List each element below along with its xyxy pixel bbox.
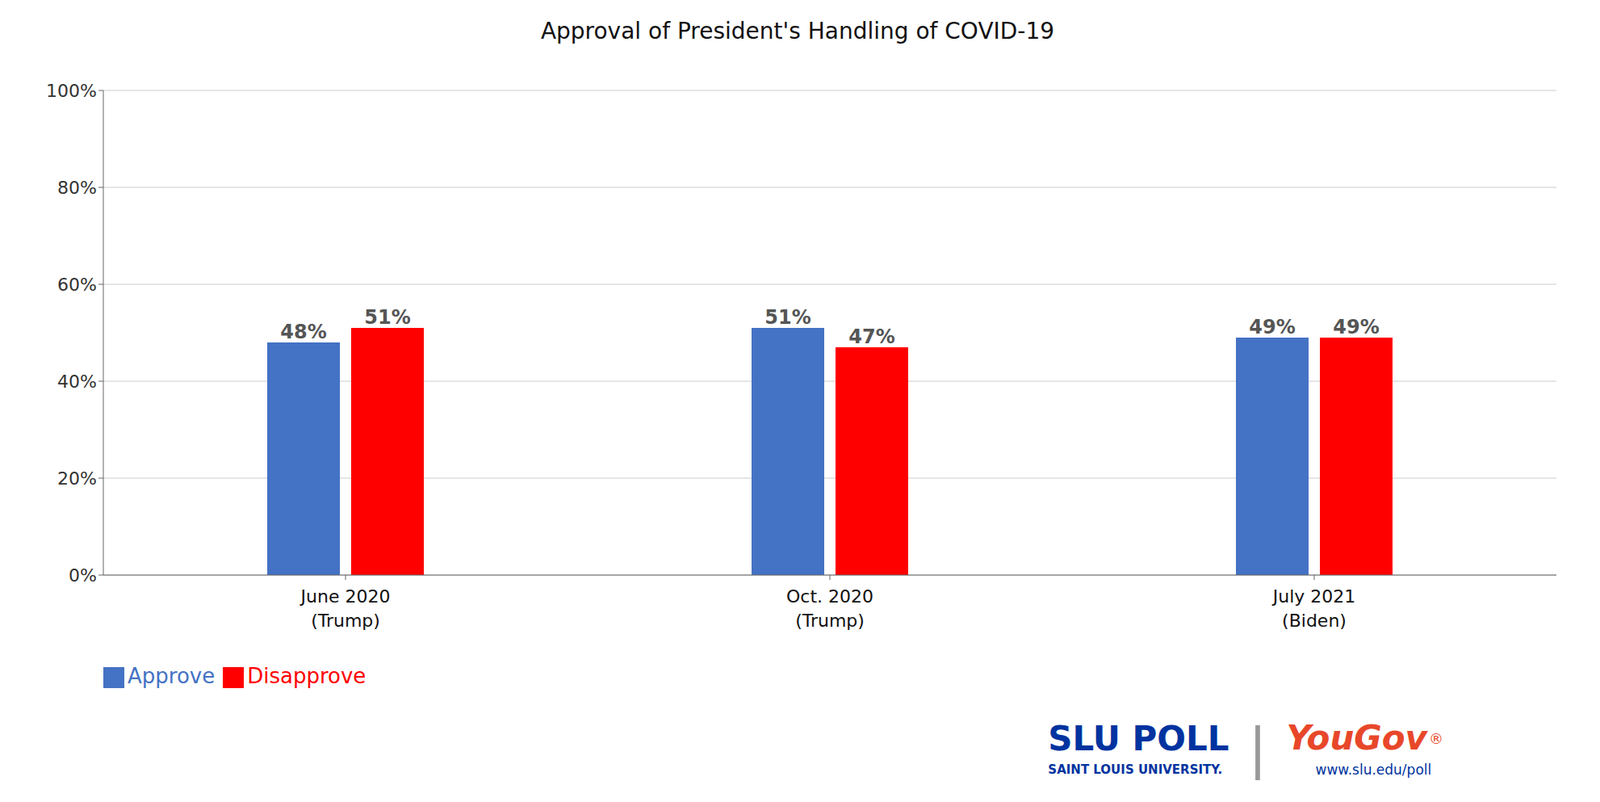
html-text:| YouGov: | YouGov (1248, 715, 1428, 780)
svg-text:51%: 51% (364, 305, 411, 329)
svg-text:80%: 80% (57, 177, 97, 198)
svg-text:49%: 49% (1332, 315, 1379, 339)
svg-text:20%: 20% (57, 468, 97, 489)
html-text:SLU POLL: SLU POLL (1048, 718, 1230, 758)
html-text:Disapprove: Disapprove (247, 663, 366, 688)
svg-text:60%: 60% (57, 274, 97, 295)
html-text:www.slu.edu/poll: www.slu.edu/poll (1315, 761, 1432, 778)
svg-text:July 2021(Biden): July 2021(Biden) (1271, 586, 1357, 631)
svg-text:40%: 40% (57, 371, 97, 392)
svg-text:100%: 100% (46, 80, 97, 101)
html-text:SAINT LOUIS UNIVERSITY.: SAINT LOUIS UNIVERSITY. (1048, 762, 1223, 777)
svg-text:49%: 49% (1248, 315, 1295, 339)
svg-text:0%: 0% (68, 565, 97, 586)
svg-text:51%: 51% (764, 305, 811, 329)
svg-text:June 2020(Trump): June 2020(Trump) (299, 586, 391, 631)
svg-text:Oct. 2020(Trump): Oct. 2020(Trump) (786, 586, 874, 631)
html-text:Approve: Approve (127, 663, 215, 688)
svg-text:48%: 48% (280, 320, 327, 344)
html-text:Approval of President's Handli: Approval of President's Handling of COVI… (540, 17, 1055, 45)
svg-text:47%: 47% (848, 325, 895, 348)
